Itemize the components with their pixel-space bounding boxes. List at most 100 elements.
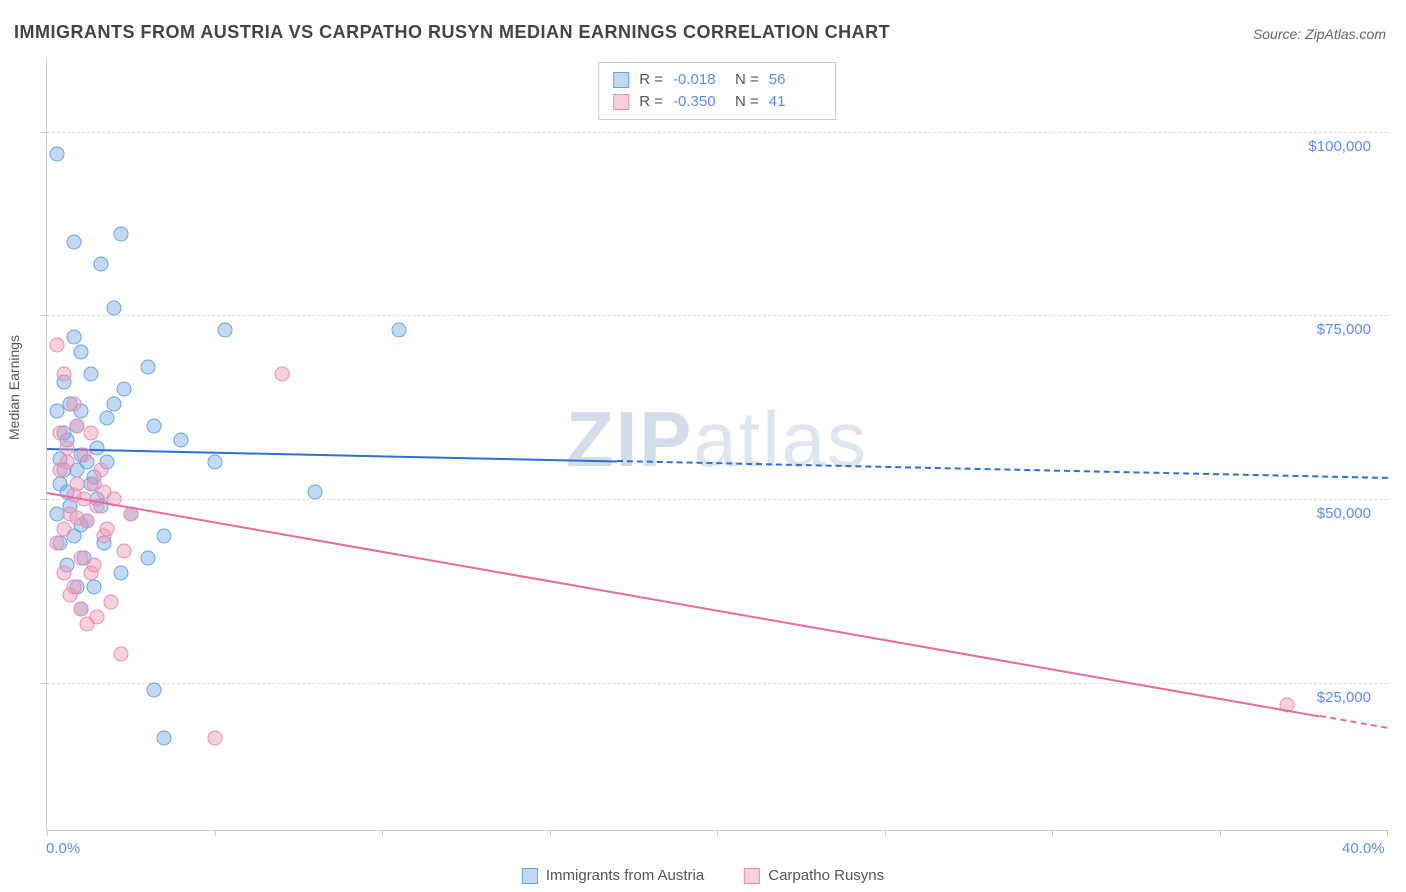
scatter-point [63,587,78,602]
x-tick-label-last: 40.0% [1342,840,1385,857]
x-axis-tick [550,830,551,836]
scatter-point [140,550,155,565]
chart-title: IMMIGRANTS FROM AUSTRIA VS CARPATHO RUSY… [14,22,890,43]
stats-row: R = -0.350 N = 41 [613,91,821,113]
watermark-bold: ZIP [566,395,693,483]
scatter-point [66,234,81,249]
scatter-point [83,367,98,382]
legend-item: Immigrants from Austria [522,867,704,884]
scatter-point [96,484,111,499]
x-axis-tick [215,830,216,836]
scatter-point [107,300,122,315]
x-axis-tick [1387,830,1388,836]
gridline-horizontal [47,683,1387,684]
stat-r-label: R = [639,91,663,113]
scatter-point [90,609,105,624]
x-axis-tick [1220,830,1221,836]
x-tick-label-first: 0.0% [46,840,80,857]
stats-legend-box: R = -0.018 N = 56 R = -0.350 N = 41 [598,62,836,120]
scatter-point [103,595,118,610]
stat-n-label: N = [735,91,759,113]
scatter-point [157,528,172,543]
scatter-point [86,580,101,595]
stats-row: R = -0.018 N = 56 [613,69,821,91]
scatter-point [147,683,162,698]
scatter-point [50,403,65,418]
y-tick-label: $100,000 [1308,138,1371,155]
scatter-point [117,543,132,558]
x-axis-tick [1052,830,1053,836]
scatter-point [207,731,222,746]
scatter-point [113,565,128,580]
y-axis-label: Median Earnings [6,335,22,440]
y-tick-label: $75,000 [1317,321,1371,338]
watermark-rest: atlas [693,395,868,483]
scatter-point [217,323,232,338]
scatter-point [56,521,71,536]
scatter-point [207,455,222,470]
scatter-point [50,536,65,551]
y-axis-tick [41,499,47,500]
scatter-point [100,411,115,426]
gridline-horizontal [47,499,1387,500]
scatter-point [83,425,98,440]
scatter-point [308,484,323,499]
scatter-point [70,510,85,525]
legend-swatch [744,868,760,884]
scatter-point [117,381,132,396]
scatter-point [174,433,189,448]
scatter-point [76,448,91,463]
trend-line-dashed [1320,715,1387,729]
scatter-point [66,330,81,345]
x-axis-tick [717,830,718,836]
stat-n-label: N = [735,69,759,91]
stat-r-value: -0.018 [673,69,725,91]
y-axis-tick [41,315,47,316]
scatter-point [56,565,71,580]
scatter-point [90,440,105,455]
gridline-horizontal [47,132,1387,133]
scatter-point [113,227,128,242]
scatter-point [50,337,65,352]
legend-swatch [613,94,629,110]
scatter-point [66,396,81,411]
scatter-point [157,731,172,746]
x-axis-tick [47,830,48,836]
x-axis-tick [885,830,886,836]
legend-swatch [522,868,538,884]
scatter-point [86,558,101,573]
scatter-point [100,521,115,536]
watermark-text: ZIPatlas [566,394,868,485]
scatter-point [93,256,108,271]
y-axis-tick [41,132,47,133]
scatter-point [73,602,88,617]
y-tick-label: $50,000 [1317,505,1371,522]
scatter-point [73,345,88,360]
scatter-point [140,359,155,374]
scatter-point [53,425,68,440]
trend-line-solid [47,448,617,462]
chart-container: IMMIGRANTS FROM AUSTRIA VS CARPATHO RUSY… [0,0,1406,892]
scatter-point [50,146,65,161]
scatter-point [53,462,68,477]
bottom-legend: Immigrants from Austria Carpatho Rusyns [512,867,894,884]
stat-n-value: 41 [769,91,821,113]
gridline-horizontal [47,315,1387,316]
stat-r-value: -0.350 [673,91,725,113]
legend-label: Immigrants from Austria [546,867,704,884]
scatter-point [113,646,128,661]
scatter-point [147,418,162,433]
stat-r-label: R = [639,69,663,91]
legend-item: Carpatho Rusyns [744,867,884,884]
legend-label: Carpatho Rusyns [768,867,884,884]
scatter-point [391,323,406,338]
scatter-point [93,462,108,477]
scatter-point [56,367,71,382]
x-axis-tick [382,830,383,836]
legend-swatch [613,72,629,88]
stat-n-value: 56 [769,69,821,91]
source-attribution: Source: ZipAtlas.com [1253,26,1386,42]
y-axis-tick [41,683,47,684]
scatter-point [107,396,122,411]
scatter-point [274,367,289,382]
